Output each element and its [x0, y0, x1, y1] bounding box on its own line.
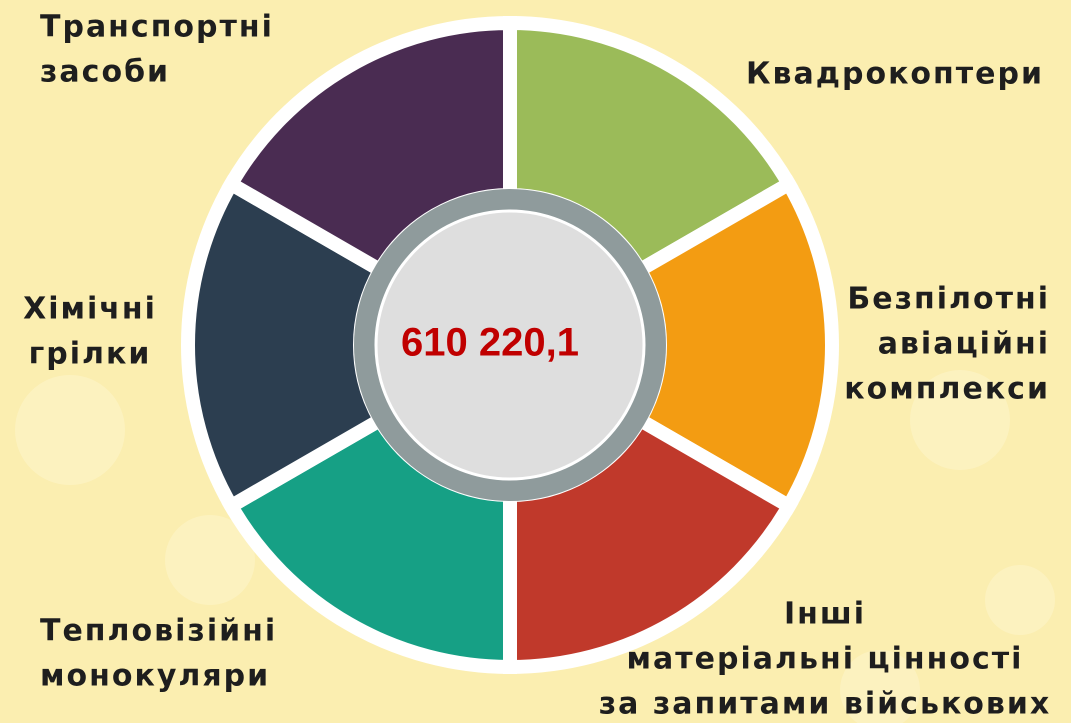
- segment-label: засоби: [40, 55, 170, 90]
- segment-label: за запитами військових: [599, 687, 1052, 722]
- center-value: 610 220,1: [401, 321, 579, 365]
- segment-label: авіаційні: [878, 327, 1050, 362]
- segment-label: монокуляри: [40, 659, 270, 694]
- infographic: 610 220,1 Квадрокоптери Безпілотні авіацій…: [0, 0, 1071, 723]
- segment-label: Інші: [784, 597, 866, 632]
- segment-label: Безпілотні: [847, 282, 1050, 317]
- segment-label: Транспортні: [40, 10, 274, 45]
- page: {"center_value": "610 220,1", "segments"…: [0, 0, 1071, 723]
- segment-label: Квадрокоптери: [746, 57, 1044, 92]
- segment-label: Тепловізійні: [40, 614, 277, 649]
- segment-label: матеріальні цінності: [627, 642, 1024, 677]
- segment-label: грілки: [29, 337, 152, 372]
- segment-label: Хімічні: [23, 292, 157, 327]
- segment-label: комплекси: [844, 372, 1050, 407]
